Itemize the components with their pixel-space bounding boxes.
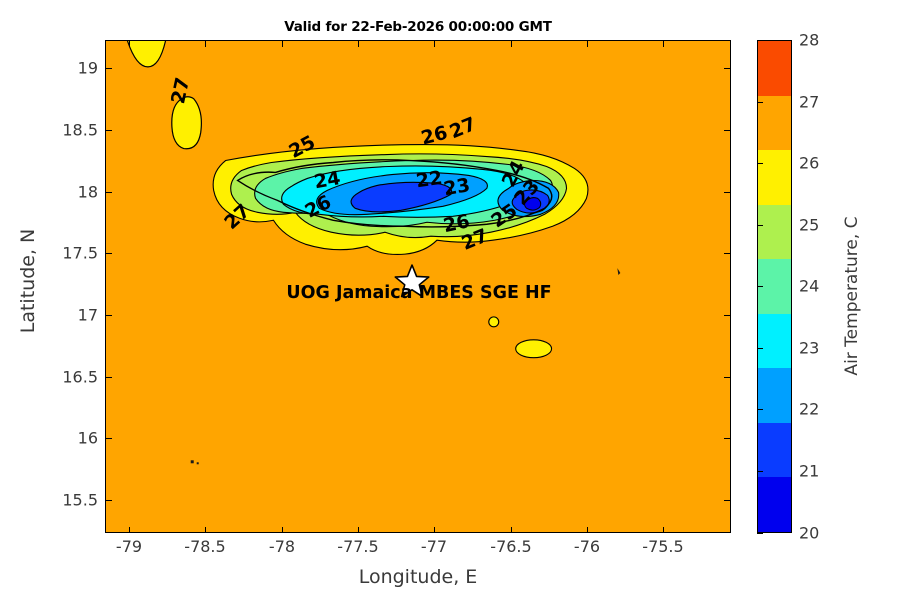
xtick-mark-top — [358, 41, 359, 47]
xtick-label: -76.5 — [490, 537, 532, 556]
station-star-marker[interactable] — [394, 264, 430, 298]
ytick-mark-right — [724, 315, 730, 316]
colorbar-tick — [757, 225, 763, 226]
xtick-mark-top — [511, 41, 512, 47]
xtick-label: -75.5 — [642, 537, 684, 556]
colorbar-tick — [757, 40, 763, 41]
x-axis-title: Longitude, E — [358, 566, 478, 588]
small-island-pedro — [488, 316, 500, 328]
svg-text:26: 26 — [441, 210, 471, 237]
ytick-mark — [106, 315, 112, 316]
colorbar-label: 27 — [799, 92, 820, 112]
colorbar-band — [758, 422, 791, 478]
colorbar-label: 23 — [799, 338, 820, 358]
colorbar-tick — [757, 533, 763, 534]
ytick-mark-right — [724, 377, 730, 378]
ytick-mark — [106, 253, 112, 254]
colorbar-label: 25 — [799, 215, 820, 235]
ytick-label: 17 — [77, 305, 98, 325]
colorbar-tick — [757, 409, 763, 410]
xtick-mark — [358, 527, 359, 533]
ytick-label: 17.5 — [62, 243, 98, 263]
colorbar-tick — [757, 163, 763, 164]
xtick-mark-top — [434, 41, 435, 47]
xtick-mark-top — [129, 41, 130, 47]
colorbar-band — [758, 368, 791, 423]
xtick-mark — [587, 527, 588, 533]
xtick-mark-top — [282, 41, 283, 47]
north-small-blob — [171, 96, 202, 150]
ytick-mark-right — [724, 68, 730, 69]
xtick-label: -76 — [573, 537, 601, 556]
top-edge-blob — [126, 41, 167, 68]
y-axis-title: Latitude, N — [17, 228, 39, 334]
tiny-speck-southwest — [190, 460, 199, 465]
coastline-outline — [236, 159, 553, 228]
colorbar-label: 24 — [799, 276, 820, 296]
svg-text:27: 27 — [167, 75, 194, 105]
xtick-mark — [434, 527, 435, 533]
colorbar-band — [758, 204, 791, 260]
colorbar-title: Air Temperature, C — [842, 216, 862, 376]
contour-map-canvas: 27 25 26 27 27 24 26 22 23 24 23 26 27 2… — [106, 41, 730, 532]
ytick-mark-right — [724, 130, 730, 131]
colorbar[interactable] — [757, 40, 792, 533]
colorbar-label: 26 — [799, 153, 820, 173]
ytick-mark — [106, 500, 112, 501]
small-island-south — [515, 339, 553, 359]
colorbar-band — [758, 150, 791, 205]
ytick-mark — [106, 377, 112, 378]
xtick-mark — [129, 527, 130, 533]
figure-title: Valid for 22-Feb-2026 00:00:00 GMT — [284, 19, 552, 35]
station-label: UOG Jamaica MBES SGE HF — [286, 283, 552, 303]
ytick-label: 16 — [77, 428, 98, 448]
colorbar-tick — [757, 471, 763, 472]
xtick-mark — [282, 527, 283, 533]
xtick-label: -79 — [115, 537, 143, 556]
svg-text:23: 23 — [442, 174, 472, 200]
colorbar-label: 21 — [799, 461, 820, 481]
colorbar-band — [758, 477, 791, 532]
colorbar-label: 22 — [799, 399, 820, 419]
colorbar-band — [758, 313, 791, 369]
xtick-mark — [511, 527, 512, 533]
colorbar-tick — [757, 348, 763, 349]
colorbar-tick — [757, 102, 763, 103]
ytick-label: 19 — [77, 58, 98, 78]
xtick-mark-top — [205, 41, 206, 47]
colorbar-band — [758, 41, 791, 96]
ytick-mark-right — [724, 253, 730, 254]
ytick-mark-right — [724, 438, 730, 439]
xtick-mark — [205, 527, 206, 533]
svg-text:24: 24 — [312, 167, 342, 193]
contour-band-21-22-core — [350, 181, 453, 213]
xtick-label: -77.5 — [337, 537, 379, 556]
ytick-mark — [106, 130, 112, 131]
xtick-label: -78 — [268, 537, 296, 556]
ytick-label: 15.5 — [62, 490, 98, 510]
ytick-label: 18.5 — [62, 120, 98, 140]
xtick-mark-top — [587, 41, 588, 47]
svg-text:22: 22 — [415, 167, 444, 192]
ytick-mark-right — [724, 192, 730, 193]
xtick-mark-top — [663, 41, 664, 47]
map-plot-area[interactable]: 27 25 26 27 27 24 26 22 23 24 23 26 27 2… — [105, 40, 731, 533]
ytick-mark — [106, 192, 112, 193]
ytick-mark — [106, 68, 112, 69]
xtick-label: -77 — [420, 537, 448, 556]
colorbar-label: 28 — [799, 30, 820, 50]
ytick-mark-right — [724, 500, 730, 501]
colorbar-band — [758, 259, 791, 314]
xtick-mark — [663, 527, 664, 533]
colorbar-band — [758, 95, 791, 151]
colorbar-tick — [757, 286, 763, 287]
xtick-label: -78.5 — [184, 537, 226, 556]
ytick-label: 16.5 — [62, 367, 98, 387]
tiny-speck-east — [617, 268, 621, 276]
colorbar-label: 20 — [799, 523, 820, 543]
ytick-label: 18 — [77, 182, 98, 202]
ytick-mark — [106, 438, 112, 439]
